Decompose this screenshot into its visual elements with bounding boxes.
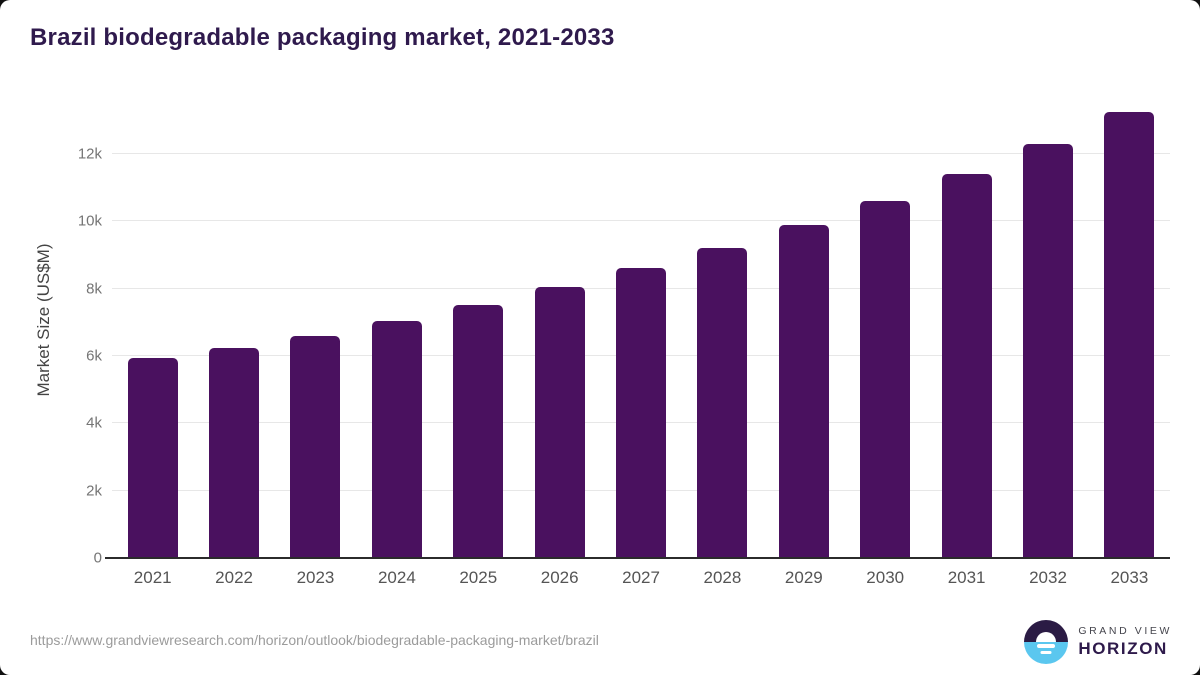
bar-2023	[290, 335, 341, 558]
bar-slot	[193, 100, 274, 558]
x-tick-label: 2032	[1029, 568, 1067, 587]
y-tick-label: 10k	[77, 212, 102, 230]
bar-slot	[682, 100, 763, 558]
x-tick-label: 2022	[215, 568, 253, 587]
bar-2027	[616, 268, 667, 558]
logo-text: GRAND VIEW HORIZON	[1078, 625, 1172, 659]
bar-2024	[371, 320, 422, 558]
bar-2029	[778, 224, 829, 558]
logo-product-line: HORIZON	[1078, 639, 1168, 658]
x-tick-label: 2031	[947, 568, 986, 587]
grand-view-horizon-logo: GRAND VIEW HORIZON	[1024, 620, 1172, 664]
y-axis-tick-labels: 0 2k 4k 6k 8k 10k 12k	[0, 100, 102, 566]
x-tick-label: 2027	[622, 568, 660, 587]
y-tick-label: 8k	[86, 280, 102, 298]
y-tick-label: 2k	[86, 482, 102, 500]
x-tick-label: 2024	[377, 568, 416, 587]
bar-2028	[697, 248, 748, 558]
bar-2021	[127, 357, 178, 558]
y-tick-label: 12k	[77, 145, 102, 163]
bar-slot	[763, 100, 844, 558]
gridline	[112, 152, 1170, 154]
bar-slot	[600, 100, 681, 558]
x-axis-category-labels: 2021 2022 2023 2024 2025 2026 2027 2028 2029 2030…	[112, 568, 1170, 588]
logo-brand-line: GRAND VIEW	[1078, 625, 1172, 637]
bar-2033	[1104, 111, 1155, 558]
x-axis-line	[105, 557, 1170, 559]
x-tick-label: 2033	[1110, 568, 1149, 587]
bar-slot	[112, 100, 193, 558]
x-tick-label: 2021	[133, 568, 172, 587]
bar-2030	[860, 201, 911, 558]
y-tick-label: 0	[93, 549, 102, 567]
bar-slot	[438, 100, 519, 558]
horizon-sun-icon	[1024, 620, 1069, 664]
y-tick-label: 4k	[86, 414, 102, 432]
bar-slot	[356, 100, 437, 558]
bar-slot	[926, 100, 1007, 558]
bar-slot	[1089, 100, 1170, 558]
wave-reflection-shape	[1040, 651, 1052, 654]
x-tick-label: 2025	[459, 568, 498, 587]
wave-reflection-shape	[1037, 644, 1056, 648]
bar-2022	[209, 347, 260, 558]
x-tick-label: 2030	[866, 568, 905, 587]
bar-slot	[1007, 100, 1088, 558]
source-url-caption: https://www.grandviewresearch.com/horizo…	[30, 632, 599, 648]
bar-slot	[275, 100, 356, 558]
bar-2032	[1022, 143, 1073, 558]
plot-area	[105, 100, 1170, 559]
bar-slot	[519, 100, 600, 558]
bar-series	[112, 100, 1170, 558]
bar-2026	[534, 286, 585, 558]
x-tick-label: 2029	[784, 568, 823, 587]
x-tick-label: 2028	[703, 568, 742, 587]
x-tick-label: 2026	[540, 568, 579, 587]
sun-shape	[1036, 632, 1057, 642]
y-tick-label: 6k	[86, 347, 102, 365]
bar-2031	[941, 174, 992, 558]
bar-2025	[453, 305, 504, 558]
chart-title: Brazil biodegradable packaging market, 2…	[30, 24, 615, 51]
bar-slot	[845, 100, 926, 558]
x-tick-label: 2023	[296, 568, 335, 587]
gridline	[112, 220, 1170, 222]
